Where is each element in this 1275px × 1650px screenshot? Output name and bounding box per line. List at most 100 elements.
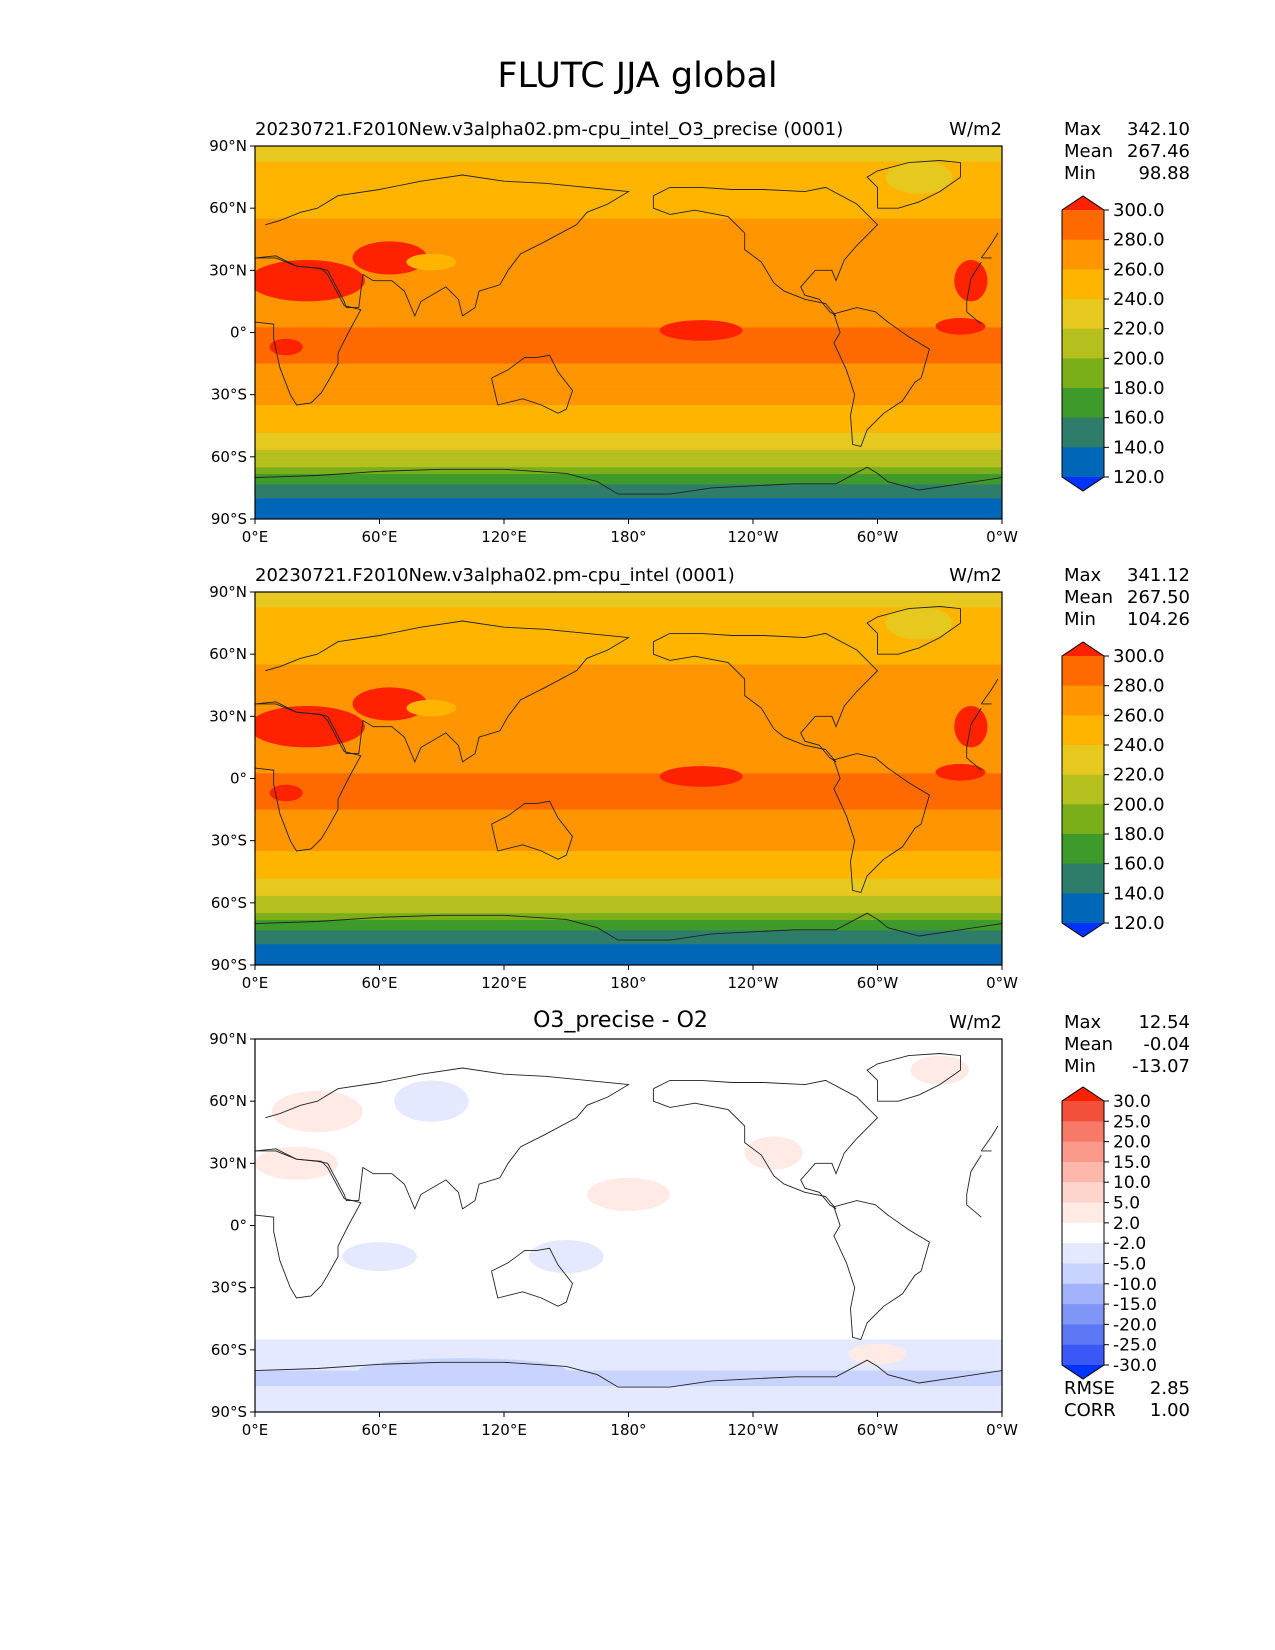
field-band	[255, 871, 1002, 876]
field-band	[255, 493, 1002, 499]
rmse-label: RMSE	[1064, 1378, 1115, 1399]
colorbar-segment	[1062, 269, 1104, 300]
field-band	[255, 487, 1002, 494]
x-tick-label: 120°E	[481, 528, 527, 546]
field-band	[255, 270, 1002, 277]
x-tick-label: 0°E	[242, 974, 269, 992]
field-band	[255, 1106, 1002, 1113]
field-band	[255, 794, 1002, 800]
field-band	[255, 1339, 1002, 1344]
coastline	[833, 1200, 930, 1341]
field-band	[255, 1353, 1002, 1358]
field-band	[255, 804, 1002, 811]
field-band	[255, 1380, 1002, 1387]
field-band	[255, 1342, 1002, 1347]
stat-label: Min	[1064, 163, 1096, 184]
field-band	[255, 913, 1002, 918]
field-band	[255, 1251, 1002, 1258]
colorbar-segment	[1062, 656, 1104, 687]
field-band	[255, 633, 1002, 640]
field-band	[255, 1356, 1002, 1361]
hot-region	[352, 241, 428, 275]
field-band	[255, 280, 1002, 287]
y-tick-label: 90°S	[211, 956, 247, 974]
colorbar-segment	[1062, 1283, 1104, 1305]
stat-label: Max	[1064, 1012, 1102, 1033]
colorbar-segment	[1062, 774, 1104, 805]
field-band	[255, 1064, 1002, 1071]
field-band	[255, 716, 1002, 723]
field-band	[255, 1308, 1002, 1315]
stat-value: 341.12	[1127, 565, 1190, 586]
colorbar-segment	[1062, 1344, 1104, 1366]
colorbar-tick-label: 120.0	[1113, 467, 1165, 488]
field-band	[255, 1336, 1002, 1341]
field-band	[255, 944, 1002, 951]
field-band	[255, 768, 1002, 774]
colorbar-segment	[1062, 447, 1104, 478]
field-band	[255, 197, 1002, 204]
colorbar-tick-label: 280.0	[1113, 676, 1165, 697]
field-band	[255, 410, 1002, 416]
field-band	[255, 481, 1002, 486]
field-band	[255, 368, 1002, 375]
hot-region	[352, 687, 428, 721]
colorbar-segment	[1062, 1304, 1104, 1325]
colorbar-tick-label: 200.0	[1113, 348, 1165, 369]
field-band	[255, 332, 1002, 339]
hot-region	[935, 317, 986, 335]
x-tick-label: 120°E	[481, 974, 527, 992]
field-band	[255, 1246, 1002, 1253]
field-band	[255, 1152, 1002, 1159]
field-band	[255, 845, 1002, 852]
stat-value: -0.04	[1143, 1034, 1190, 1055]
field-band	[255, 379, 1002, 385]
field-band	[255, 285, 1002, 292]
y-tick-label: 90°S	[211, 1403, 247, 1421]
field-band	[255, 607, 1002, 614]
field-band	[255, 711, 1002, 717]
field-band	[255, 654, 1002, 660]
field-band	[255, 171, 1002, 178]
units-label: W/m2	[949, 119, 1002, 140]
colorbar-segment	[1062, 745, 1104, 776]
field-band	[255, 337, 1002, 344]
rmse-value: 2.85	[1150, 1378, 1190, 1399]
x-tick-label: 60°E	[361, 1421, 397, 1439]
field-band	[255, 783, 1002, 790]
field-band	[255, 1075, 1002, 1082]
x-tick-label: 120°W	[728, 974, 779, 992]
field-band	[255, 1370, 1002, 1375]
field-band	[255, 208, 1002, 214]
panel-title: 20230721.F2010New.v3alpha02.pm-cpu_intel…	[255, 565, 735, 586]
field-band	[255, 906, 1002, 911]
field-band	[255, 1049, 1002, 1056]
field-band	[255, 460, 1002, 465]
stat-value: 98.88	[1138, 163, 1190, 184]
field-band	[255, 151, 1002, 157]
colorbar-segment	[1062, 804, 1104, 835]
field-band	[255, 1225, 1002, 1232]
field-band	[255, 695, 1002, 702]
field-band	[255, 1168, 1002, 1175]
x-tick-label: 0°W	[986, 974, 1018, 992]
field-band	[255, 156, 1002, 163]
field-band	[255, 234, 1002, 240]
corr-label: CORR	[1064, 1400, 1116, 1421]
y-tick-label: 0°	[230, 324, 247, 342]
field-band	[255, 1349, 1002, 1354]
field-band	[255, 840, 1002, 847]
stat-label: Max	[1064, 119, 1102, 140]
colorbar-tick-label: -30.0	[1113, 1356, 1157, 1376]
field-band	[255, 161, 1002, 168]
colorbar-tick-label: 180.0	[1113, 378, 1165, 399]
field-band	[255, 773, 1002, 780]
field-band	[255, 239, 1002, 246]
field-band	[255, 799, 1002, 806]
x-tick-label: 0°W	[986, 528, 1018, 546]
field-band	[255, 218, 1002, 225]
field-band	[255, 249, 1002, 256]
colorbar-segment	[1062, 388, 1104, 419]
map-field	[255, 592, 1002, 965]
y-tick-label: 90°N	[209, 137, 247, 155]
